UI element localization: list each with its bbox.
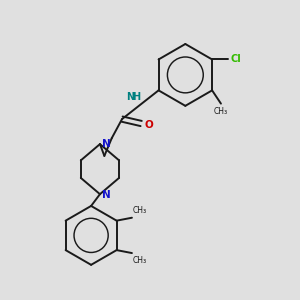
Text: Cl: Cl <box>230 55 241 64</box>
Text: O: O <box>145 120 154 130</box>
Text: H: H <box>132 92 140 102</box>
Text: CH₃: CH₃ <box>214 107 228 116</box>
Text: N: N <box>102 139 111 148</box>
Text: N: N <box>102 190 111 200</box>
Text: CH₃: CH₃ <box>133 206 147 215</box>
Text: N: N <box>127 92 135 102</box>
Text: CH₃: CH₃ <box>133 256 147 265</box>
